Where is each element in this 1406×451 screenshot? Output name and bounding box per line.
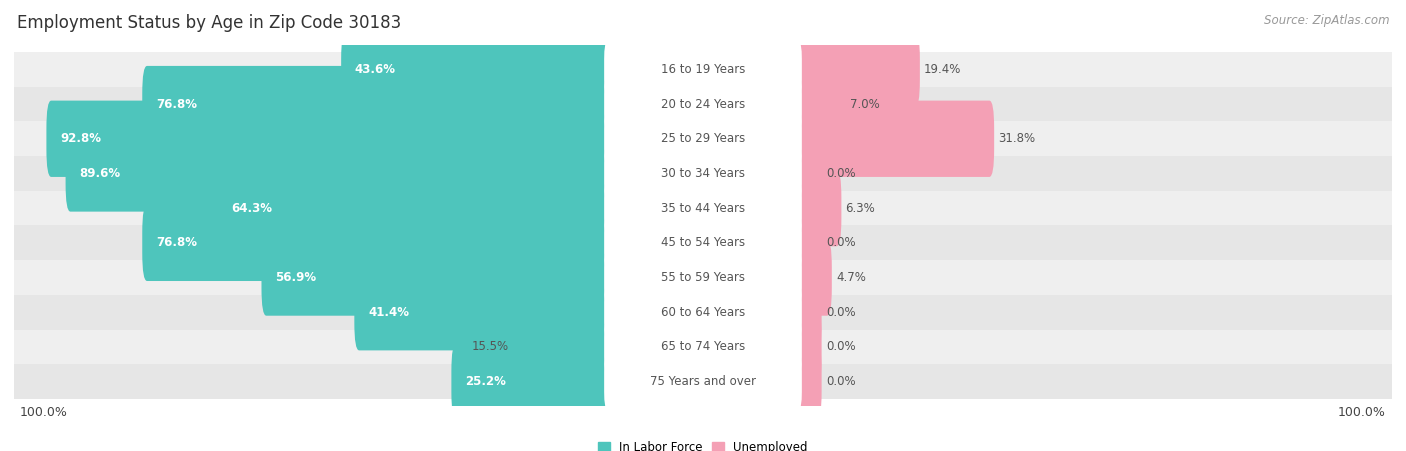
FancyBboxPatch shape xyxy=(794,101,994,177)
FancyBboxPatch shape xyxy=(605,319,801,375)
FancyBboxPatch shape xyxy=(794,344,821,420)
FancyBboxPatch shape xyxy=(509,309,612,385)
Text: 100.0%: 100.0% xyxy=(1339,406,1386,419)
Text: 41.4%: 41.4% xyxy=(368,306,409,319)
Text: 31.8%: 31.8% xyxy=(998,132,1035,145)
Text: 64.3%: 64.3% xyxy=(231,202,271,215)
FancyBboxPatch shape xyxy=(794,309,821,385)
Bar xyxy=(14,260,1392,295)
Text: 20 to 24 Years: 20 to 24 Years xyxy=(661,97,745,110)
Text: 0.0%: 0.0% xyxy=(825,236,855,249)
FancyBboxPatch shape xyxy=(794,66,845,142)
FancyBboxPatch shape xyxy=(605,111,801,166)
Text: 15.5%: 15.5% xyxy=(471,341,509,354)
Text: 4.7%: 4.7% xyxy=(837,271,866,284)
Text: 35 to 44 Years: 35 to 44 Years xyxy=(661,202,745,215)
Text: 0.0%: 0.0% xyxy=(825,341,855,354)
Text: 56.9%: 56.9% xyxy=(276,271,316,284)
FancyBboxPatch shape xyxy=(142,66,612,142)
Bar xyxy=(14,156,1392,191)
Text: 7.0%: 7.0% xyxy=(849,97,880,110)
Bar xyxy=(14,364,1392,399)
Bar xyxy=(14,295,1392,330)
Text: 60 to 64 Years: 60 to 64 Years xyxy=(661,306,745,319)
Text: 0.0%: 0.0% xyxy=(825,375,855,388)
Text: 0.0%: 0.0% xyxy=(825,167,855,180)
FancyBboxPatch shape xyxy=(794,31,920,107)
FancyBboxPatch shape xyxy=(142,205,612,281)
Text: 45 to 54 Years: 45 to 54 Years xyxy=(661,236,745,249)
Text: 92.8%: 92.8% xyxy=(60,132,101,145)
FancyBboxPatch shape xyxy=(605,354,801,410)
Text: 89.6%: 89.6% xyxy=(79,167,121,180)
FancyBboxPatch shape xyxy=(217,170,612,246)
Bar xyxy=(14,87,1392,121)
Text: 65 to 74 Years: 65 to 74 Years xyxy=(661,341,745,354)
FancyBboxPatch shape xyxy=(66,135,612,212)
Bar xyxy=(14,52,1392,87)
Text: 30 to 34 Years: 30 to 34 Years xyxy=(661,167,745,180)
Text: Employment Status by Age in Zip Code 30183: Employment Status by Age in Zip Code 301… xyxy=(17,14,401,32)
Text: 16 to 19 Years: 16 to 19 Years xyxy=(661,63,745,76)
FancyBboxPatch shape xyxy=(451,344,612,420)
Bar xyxy=(14,226,1392,260)
FancyBboxPatch shape xyxy=(605,41,801,97)
Text: 76.8%: 76.8% xyxy=(156,97,197,110)
Bar xyxy=(14,330,1392,364)
Text: 100.0%: 100.0% xyxy=(20,406,67,419)
FancyBboxPatch shape xyxy=(605,76,801,132)
FancyBboxPatch shape xyxy=(794,170,841,246)
FancyBboxPatch shape xyxy=(794,205,821,281)
FancyBboxPatch shape xyxy=(46,101,612,177)
Text: 76.8%: 76.8% xyxy=(156,236,197,249)
Bar xyxy=(14,191,1392,226)
Text: Source: ZipAtlas.com: Source: ZipAtlas.com xyxy=(1264,14,1389,27)
FancyBboxPatch shape xyxy=(342,31,612,107)
Text: 25 to 29 Years: 25 to 29 Years xyxy=(661,132,745,145)
FancyBboxPatch shape xyxy=(605,250,801,305)
FancyBboxPatch shape xyxy=(794,239,832,316)
FancyBboxPatch shape xyxy=(794,135,821,212)
Text: 19.4%: 19.4% xyxy=(924,63,962,76)
Legend: In Labor Force, Unemployed: In Labor Force, Unemployed xyxy=(598,441,808,451)
Text: 43.6%: 43.6% xyxy=(354,63,396,76)
FancyBboxPatch shape xyxy=(354,274,612,350)
Text: 55 to 59 Years: 55 to 59 Years xyxy=(661,271,745,284)
Text: 25.2%: 25.2% xyxy=(465,375,506,388)
FancyBboxPatch shape xyxy=(262,239,612,316)
FancyBboxPatch shape xyxy=(605,146,801,201)
FancyBboxPatch shape xyxy=(794,274,821,350)
FancyBboxPatch shape xyxy=(605,285,801,340)
Text: 75 Years and over: 75 Years and over xyxy=(650,375,756,388)
Bar xyxy=(14,121,1392,156)
Text: 0.0%: 0.0% xyxy=(825,306,855,319)
FancyBboxPatch shape xyxy=(605,215,801,271)
Text: 6.3%: 6.3% xyxy=(845,202,876,215)
FancyBboxPatch shape xyxy=(605,180,801,236)
